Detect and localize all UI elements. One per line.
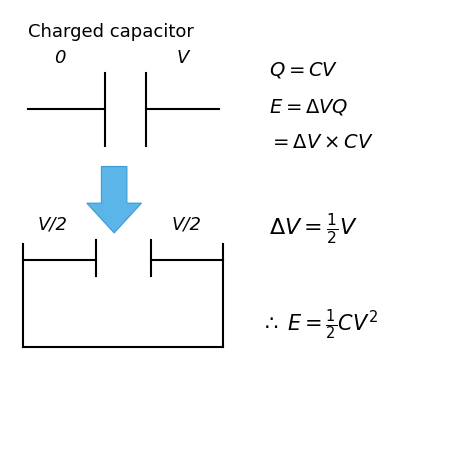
Text: V: V [176, 49, 189, 67]
Polygon shape [87, 167, 141, 233]
Text: Charged capacitor: Charged capacitor [27, 23, 193, 41]
Text: $Q = CV$: $Q = CV$ [269, 60, 338, 80]
Text: V/2: V/2 [172, 216, 202, 233]
Text: $\Delta V = \frac{1}{2}V$: $\Delta V = \frac{1}{2}V$ [269, 210, 358, 246]
Text: $E = \Delta VQ$: $E = \Delta VQ$ [269, 96, 348, 116]
Text: V/2: V/2 [38, 216, 68, 233]
Text: $= \Delta V \times CV$: $= \Delta V \times CV$ [269, 133, 374, 152]
Text: $\therefore\; E = \frac{1}{2}CV^2$: $\therefore\; E = \frac{1}{2}CV^2$ [260, 307, 378, 341]
Text: 0: 0 [54, 49, 65, 67]
